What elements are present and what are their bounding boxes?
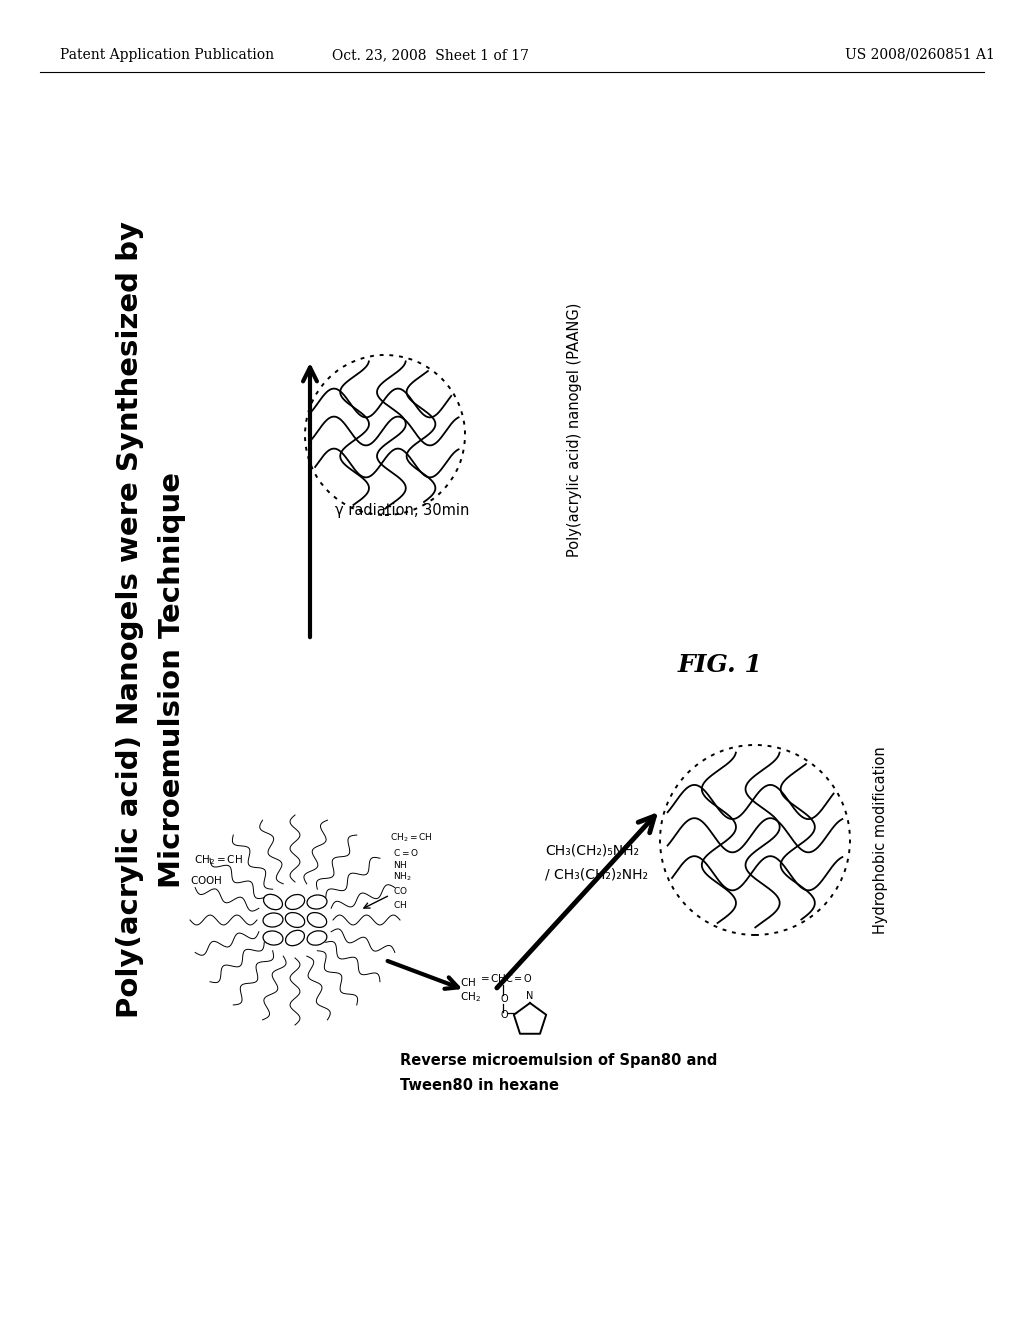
Text: Poly(acrylic acid) Nanogels were Synthesized by: Poly(acrylic acid) Nanogels were Synthes… xyxy=(116,222,144,1019)
Text: $\mathsf{COOH}$: $\mathsf{COOH}$ xyxy=(190,874,222,886)
Text: $\mathsf{CH}$: $\mathsf{CH}$ xyxy=(460,975,476,987)
Text: $\mathsf{C{=}O}$: $\mathsf{C{=}O}$ xyxy=(505,972,532,983)
Text: $\mathsf{O}$: $\mathsf{O}$ xyxy=(500,993,509,1005)
Text: Microemulsion Technique: Microemulsion Technique xyxy=(158,473,186,888)
Text: / CH₃(CH₂)₂NH₂: / CH₃(CH₂)₂NH₂ xyxy=(545,869,648,882)
Text: $\mathsf{CH_2{=}CH}$: $\mathsf{CH_2{=}CH}$ xyxy=(390,832,432,845)
Text: N: N xyxy=(526,991,534,1001)
Text: $\mathsf{CH}$: $\mathsf{CH}$ xyxy=(393,899,408,911)
Text: $\mathsf{O}$: $\mathsf{O}$ xyxy=(500,1008,509,1020)
Text: US 2008/0260851 A1: US 2008/0260851 A1 xyxy=(845,48,995,62)
Text: $\mathsf{NH_2}$: $\mathsf{NH_2}$ xyxy=(393,871,412,883)
Text: Hydrophobic modification: Hydrophobic modification xyxy=(872,746,888,933)
Text: $\mathsf{C{=}O}$: $\mathsf{C{=}O}$ xyxy=(393,846,419,858)
Text: $\mathsf{NH}$: $\mathsf{NH}$ xyxy=(393,859,408,870)
Text: $\mathsf{=CH}$: $\mathsf{=CH}$ xyxy=(478,972,507,983)
Text: Patent Application Publication: Patent Application Publication xyxy=(60,48,274,62)
Text: Tween80 in hexane: Tween80 in hexane xyxy=(400,1077,559,1093)
Text: Reverse microemulsion of Span80 and: Reverse microemulsion of Span80 and xyxy=(400,1052,718,1068)
Text: CH₃(CH₂)₅NH₂: CH₃(CH₂)₅NH₂ xyxy=(545,843,639,857)
Text: FIG. 1: FIG. 1 xyxy=(678,653,763,677)
Text: $\mathsf{CH_2}$: $\mathsf{CH_2}$ xyxy=(460,990,481,1005)
Text: γ radiation, 30min: γ radiation, 30min xyxy=(335,503,469,517)
Text: $\mathsf{CH_2{=}CH}$: $\mathsf{CH_2{=}CH}$ xyxy=(194,853,243,867)
Text: Poly(acrylic acid) nanogel (PAANG): Poly(acrylic acid) nanogel (PAANG) xyxy=(567,302,583,557)
Text: Oct. 23, 2008  Sheet 1 of 17: Oct. 23, 2008 Sheet 1 of 17 xyxy=(332,48,528,62)
Text: $\mathsf{CO}$: $\mathsf{CO}$ xyxy=(393,886,408,896)
